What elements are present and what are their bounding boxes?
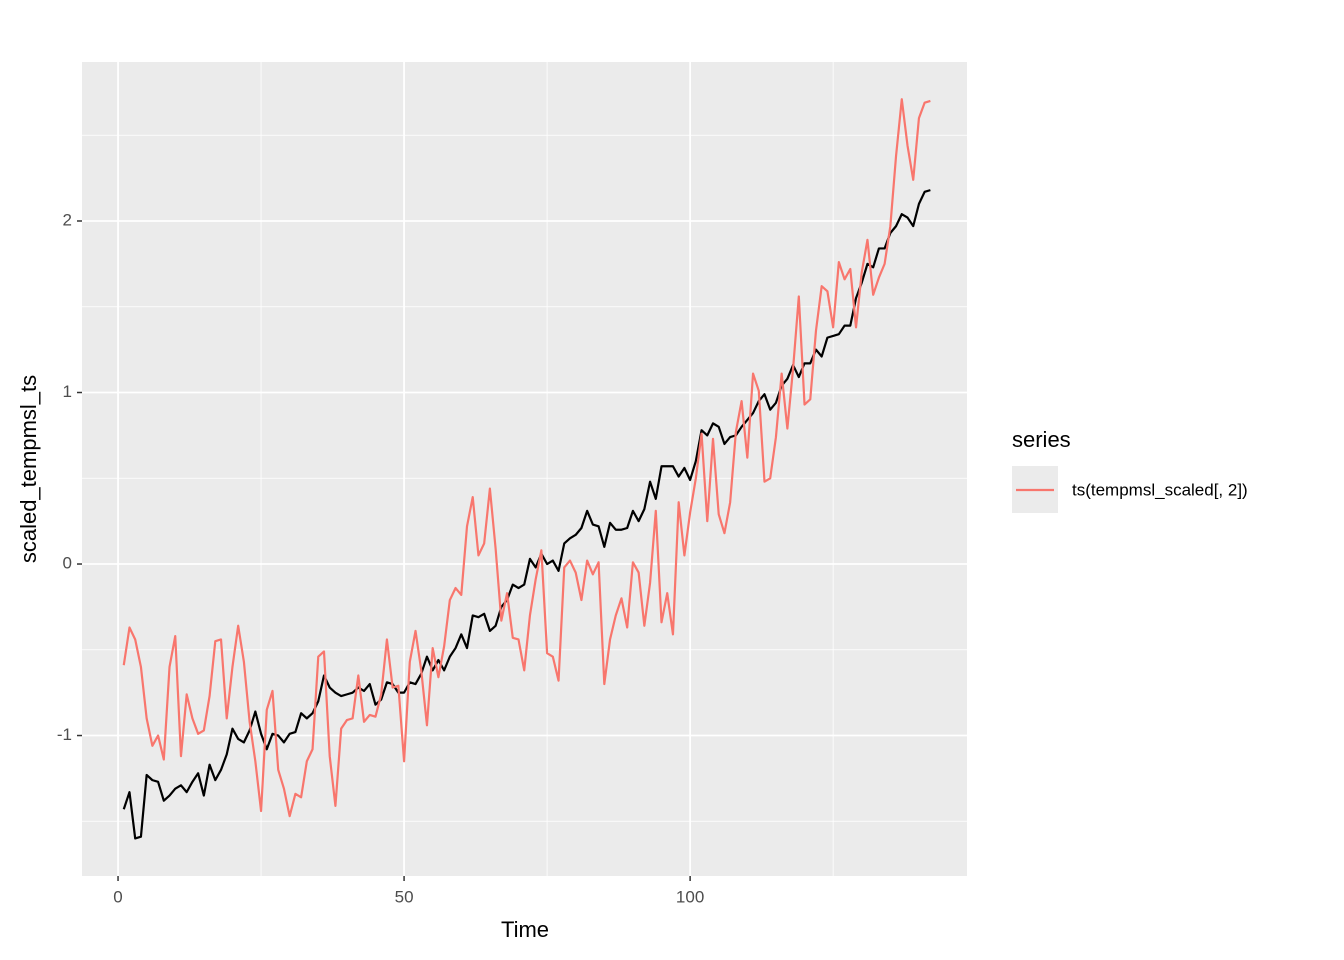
x-tick-label: 100 (676, 887, 704, 906)
legend-title: series (1012, 427, 1071, 452)
panel (82, 62, 967, 876)
series-line (122, 189, 931, 840)
x-axis-title: Time (501, 917, 549, 942)
y-tick-label: 2 (63, 210, 72, 229)
legend-label: ts(tempmsl_scaled[, 2]) (1072, 480, 1248, 499)
lines (122, 98, 931, 840)
y-tick-label: 0 (63, 554, 72, 573)
y-tick-label: -1 (57, 725, 72, 744)
grid (82, 62, 967, 876)
x-tick-label: 0 (113, 887, 122, 906)
y-tick-label: 1 (63, 382, 72, 401)
series-line (122, 98, 931, 818)
y-axis-title: scaled_tempmsl_ts (16, 375, 41, 563)
x-tick-label: 50 (395, 887, 414, 906)
